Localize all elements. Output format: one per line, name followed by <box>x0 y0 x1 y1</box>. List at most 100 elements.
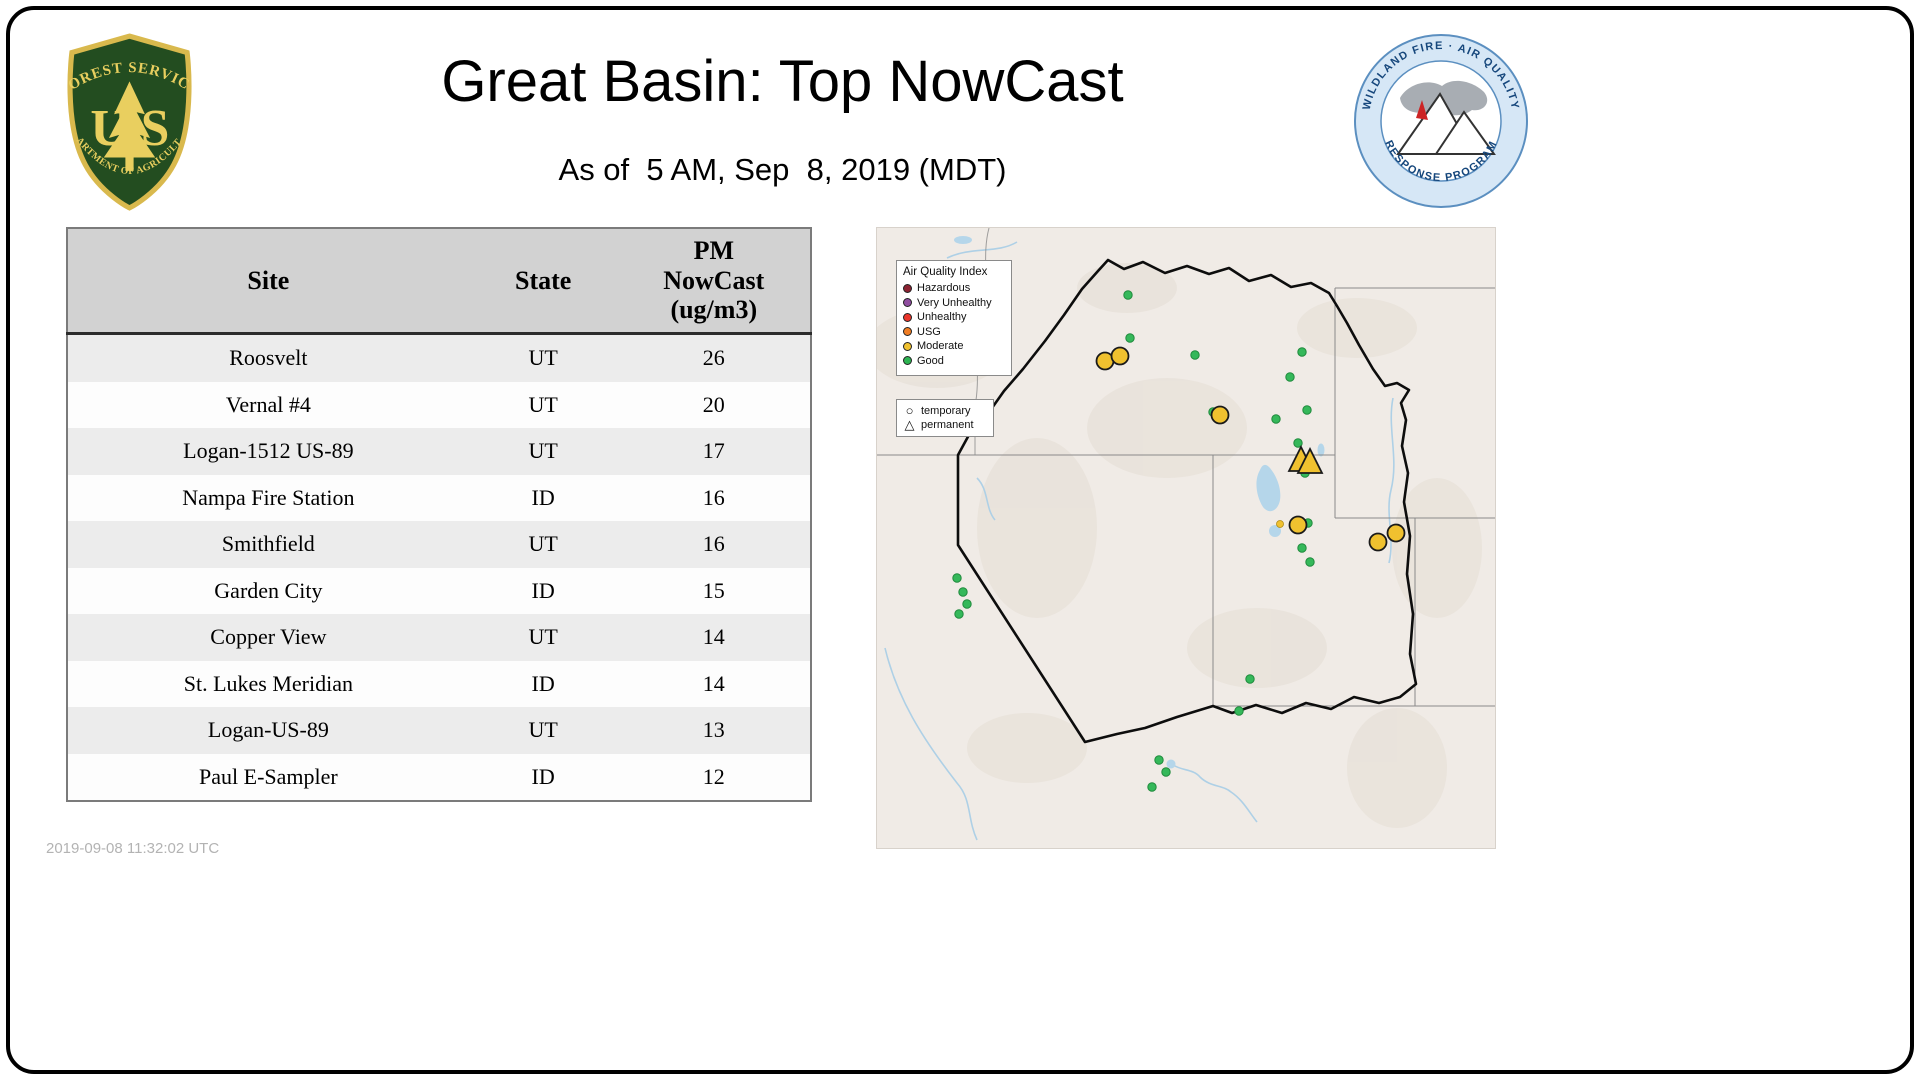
table-body: Roosvelt UT 26 Vernal #4 UT 20 Logan-1512 US-8… <box>67 333 811 801</box>
permanent-label: permanent <box>921 418 974 431</box>
mountain-icon <box>1434 110 1496 155</box>
site-cell: Logan-1512 US-89 <box>183 438 354 464</box>
aqi-legend-label: Moderate <box>917 340 964 352</box>
generation-timestamp: 2019-09-08 11:32:02 UTC <box>46 840 220 857</box>
great-basin-boundary <box>956 258 1418 744</box>
site-cell: Copper View <box>210 624 327 650</box>
permanent-monitor-triangle <box>1296 446 1324 474</box>
very-unhealthy-dot-icon <box>903 298 912 307</box>
bear-lake <box>1317 443 1325 457</box>
aqi-legend-item: Moderate <box>903 340 1005 352</box>
table-row: Vernal #4 UT 20 <box>67 381 811 428</box>
table-row: Roosvelt UT 26 <box>67 333 811 382</box>
good-monitor-dot <box>1147 782 1157 792</box>
site-cell: Logan-US-89 <box>207 717 329 743</box>
good-monitor-dot <box>1161 767 1171 777</box>
nowcast-cell: 17 <box>702 438 725 464</box>
table-row: Nampa Fire Station ID 16 <box>67 474 811 521</box>
wfaqrp-logo: WILDLAND FIRE · AIR QUALITY RESPONSE PRO… <box>1354 34 1528 208</box>
nowcast-cell: 15 <box>702 577 725 603</box>
good-monitor-dot <box>952 573 962 583</box>
aqi-legend: Air Quality Index Hazardous Very Unhealth… <box>896 260 1012 376</box>
good-monitor-dot <box>1245 674 1255 684</box>
good-monitor-dot <box>1297 543 1307 553</box>
table-row: Garden City ID 15 <box>67 567 811 614</box>
state-cell: UT <box>528 391 558 417</box>
state-cell: UT <box>528 345 558 371</box>
aqi-legend-label: Hazardous <box>917 282 971 294</box>
good-monitor-dot <box>1293 438 1303 448</box>
site-cell: St. Lukes Meridian <box>183 670 353 696</box>
state-cell: ID <box>531 670 555 696</box>
marker-layer <box>952 290 1406 792</box>
forest-service-logo: FOREST SERVICE U S DEPARTMENT OF AGRICUL… <box>52 32 192 211</box>
state-cell: UT <box>528 717 558 743</box>
permanent-triangle-icon: △ <box>904 417 915 432</box>
column-header-site: Site <box>67 228 469 335</box>
unhealthy-dot-icon <box>903 312 912 322</box>
table-row: Paul E-Sampler ID 12 <box>67 753 811 801</box>
site-cell: Garden City <box>214 577 323 603</box>
good-monitor-dot <box>1297 347 1307 357</box>
moderate-monitor-circle <box>1386 523 1406 543</box>
monitor-type-legend: ○ temporary △ permanent <box>896 399 994 437</box>
table-row: Logan-1512 US-89 UT 17 <box>67 428 811 475</box>
lake-mead <box>1166 759 1176 769</box>
good-monitor-dot <box>1305 557 1315 567</box>
good-monitor-dot <box>1123 290 1133 300</box>
good-monitor-dot <box>1285 372 1295 382</box>
table-row: Copper View UT 14 <box>67 614 811 661</box>
good-monitor-dot <box>1125 333 1135 343</box>
site-cell: Vernal #4 <box>225 391 311 417</box>
column-header-pm-nowcast: PM NowCast (ug/m3) <box>617 228 811 335</box>
nowcast-table: Site State PM NowCast (ug/m3) Roosvelt UT… <box>66 227 812 802</box>
aqi-legend-item: Unhealthy <box>903 311 1005 323</box>
aqi-legend-item: USG <box>903 326 1005 338</box>
moderate-monitor-circle <box>1368 532 1388 552</box>
aqi-legend-label: Good <box>917 354 944 367</box>
legend-item-permanent: △ permanent <box>903 418 987 431</box>
aqi-legend-label: USG <box>917 325 941 338</box>
state-cell: ID <box>531 763 555 789</box>
good-monitor-dot <box>1234 706 1244 716</box>
good-monitor-dot <box>1302 405 1312 415</box>
good-monitor-dot <box>954 609 964 619</box>
table-row: Smithfield UT 16 <box>67 521 811 568</box>
aqi-legend-label: Very Unhealthy <box>917 296 992 309</box>
state-cell: ID <box>531 484 555 510</box>
state-cell: UT <box>528 531 558 557</box>
moderate-dot-icon <box>903 341 912 351</box>
map-panel: Air Quality Index Hazardous Very Unhealth… <box>876 227 1496 849</box>
aqi-legend-title: Air Quality Index <box>903 266 988 278</box>
table-row: St. Lukes Meridian ID 14 <box>67 660 811 707</box>
good-monitor-dot <box>1271 414 1281 424</box>
good-monitor-dot <box>1190 350 1200 360</box>
aqi-legend-item: Good <box>903 355 1005 367</box>
temporary-circle-icon: ○ <box>905 403 914 418</box>
good-dot-icon <box>903 356 912 365</box>
aqi-legend-items: Hazardous Very Unhealthy Unhealthy USG Moder… <box>903 282 1005 367</box>
nowcast-cell: 20 <box>702 391 725 417</box>
table-header: Site State PM NowCast (ug/m3) <box>67 228 811 335</box>
nowcast-table-wrap: Site State PM NowCast (ug/m3) Roosvelt UT… <box>66 227 812 802</box>
pine-tree-icon <box>103 81 156 171</box>
temporary-label: temporary <box>921 404 971 417</box>
site-cell: Nampa Fire Station <box>182 484 355 510</box>
moderate-monitor-small-dot <box>1276 520 1284 528</box>
lakes <box>954 236 1325 769</box>
column-header-state: State <box>468 228 618 335</box>
aqi-legend-label: Unhealthy <box>917 311 967 323</box>
state-cell: ID <box>531 577 555 603</box>
fire-icon <box>1416 100 1428 120</box>
moderate-monitor-circle <box>1288 515 1308 535</box>
good-monitor-dot <box>958 587 968 597</box>
good-monitor-dot <box>1154 755 1164 765</box>
state-cell: UT <box>528 438 558 464</box>
hazardous-dot-icon <box>903 283 912 293</box>
site-cell: Paul E-Sampler <box>199 763 338 789</box>
page-subtitle: As of 5 AM, Sep 8, 2019 (MDT) <box>558 152 1007 187</box>
aqi-legend-item: Very Unhealthy <box>903 297 1005 309</box>
state-cell: UT <box>528 624 558 650</box>
nowcast-cell: 12 <box>702 763 725 789</box>
great-salt-lake <box>1256 464 1281 512</box>
